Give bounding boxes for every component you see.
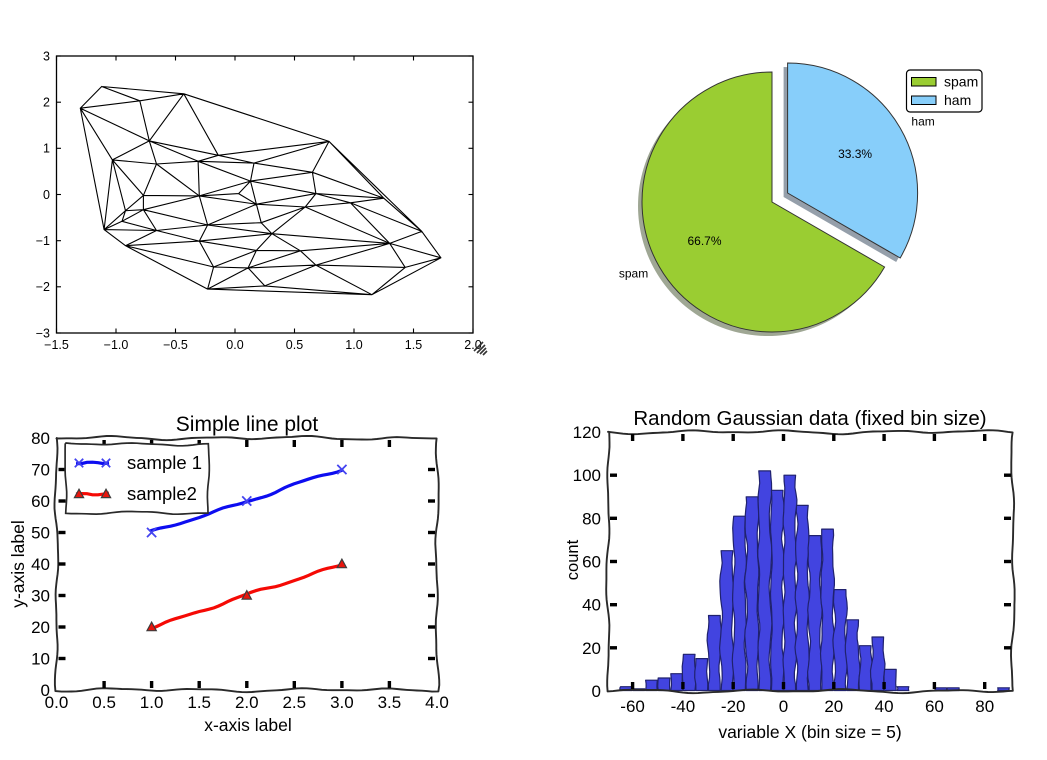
svg-text:-20: -20 (721, 697, 746, 716)
svg-text:3.5: 3.5 (378, 693, 402, 712)
svg-text:−3: −3 (36, 326, 50, 340)
svg-text:count: count (564, 539, 582, 580)
svg-text:0.5: 0.5 (92, 693, 116, 712)
svg-text:2.0: 2.0 (235, 693, 259, 712)
svg-text:0.5: 0.5 (286, 338, 303, 352)
svg-text:ham: ham (944, 92, 971, 108)
svg-text:−1: −1 (36, 234, 50, 248)
svg-text:variable X (bin size = 5): variable X (bin size = 5) (718, 722, 901, 742)
svg-text:sample 1: sample 1 (127, 452, 202, 473)
svg-text:2: 2 (43, 96, 50, 110)
svg-text:40: 40 (582, 596, 601, 615)
svg-text:80: 80 (31, 429, 50, 448)
svg-text:-40: -40 (671, 697, 696, 716)
svg-text:20: 20 (824, 697, 843, 716)
svg-text:Simple line plot: Simple line plot (176, 413, 319, 436)
svg-text:x-axis label: x-axis label (204, 715, 292, 735)
svg-text:1.5: 1.5 (405, 338, 422, 352)
svg-text:−1.5: −1.5 (44, 338, 69, 352)
svg-text:10: 10 (31, 650, 50, 669)
svg-text:sample2: sample2 (127, 483, 197, 504)
svg-text:66.7%: 66.7% (687, 234, 721, 248)
svg-text:60: 60 (925, 697, 944, 716)
svg-text:20: 20 (31, 618, 50, 637)
svg-text:1: 1 (43, 142, 50, 156)
svg-text:−1.0: −1.0 (104, 338, 129, 352)
svg-text:0.0: 0.0 (45, 693, 69, 712)
svg-text:2.5: 2.5 (282, 693, 306, 712)
svg-text:−2: −2 (36, 280, 50, 294)
svg-text:80: 80 (582, 509, 601, 528)
svg-text:40: 40 (31, 555, 50, 574)
svg-text:spam: spam (619, 267, 648, 281)
svg-text:3: 3 (43, 49, 50, 63)
svg-text:ham: ham (911, 115, 934, 129)
svg-text:70: 70 (31, 461, 50, 480)
svg-text:1.5: 1.5 (187, 693, 211, 712)
svg-text:3.0: 3.0 (330, 693, 354, 712)
svg-text:0: 0 (592, 682, 601, 701)
svg-text:-60: -60 (620, 697, 645, 716)
svg-text:60: 60 (31, 492, 50, 511)
svg-text:80: 80 (975, 697, 994, 716)
svg-text:0: 0 (43, 188, 50, 202)
svg-text:spam: spam (944, 74, 978, 90)
svg-text:1.0: 1.0 (140, 693, 164, 712)
svg-text:0: 0 (779, 697, 788, 716)
svg-text:4.0: 4.0 (425, 693, 449, 712)
svg-text:120: 120 (573, 423, 601, 442)
svg-text:50: 50 (31, 524, 50, 543)
svg-text:20: 20 (582, 639, 601, 658)
svg-text:100: 100 (573, 466, 601, 485)
svg-text:30: 30 (31, 587, 50, 606)
svg-text:1.0: 1.0 (345, 338, 362, 352)
svg-text:0: 0 (41, 681, 50, 700)
svg-text:y-axis label: y-axis label (8, 520, 28, 608)
svg-text:33.3%: 33.3% (838, 147, 872, 161)
svg-text:0.0: 0.0 (226, 338, 243, 352)
svg-text:Random Gaussian data (fixed bi: Random Gaussian data (fixed bin size) (633, 407, 986, 430)
svg-text:40: 40 (875, 697, 894, 716)
svg-text:−0.5: −0.5 (163, 338, 188, 352)
svg-text:60: 60 (582, 553, 601, 572)
